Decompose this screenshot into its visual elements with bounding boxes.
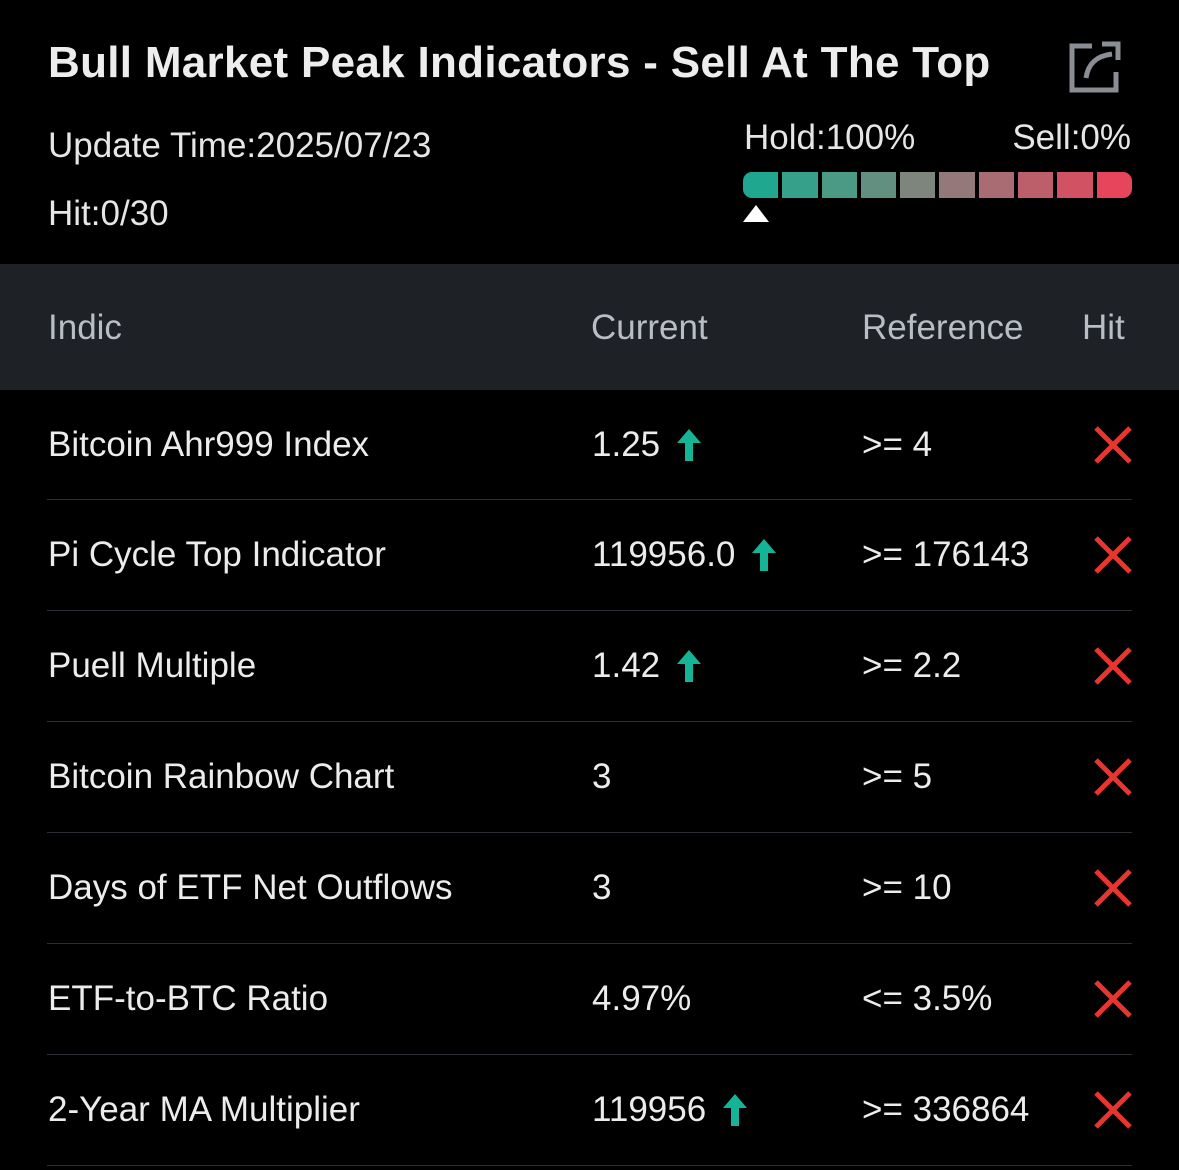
reference-value: >= 176143	[862, 535, 1030, 574]
indicator-name: Bitcoin Ahr999 Index	[48, 424, 370, 464]
sell-label: Sell:0%	[1012, 118, 1131, 157]
arrow-up-icon	[723, 1094, 748, 1126]
table-header-row: Indic Current Reference Hit	[0, 264, 1179, 390]
page-title: Bull Market Peak Indicators - Sell At Th…	[48, 38, 991, 87]
cross-icon	[1094, 536, 1132, 574]
gauge-segment	[743, 172, 779, 198]
table-row[interactable]: Days of ETF Net Outflows 3 >= 10	[47, 833, 1132, 944]
reference-value: >= 5	[862, 757, 933, 796]
indicator-name: 2-Year MA Multiplier	[48, 1090, 360, 1129]
current-value: 3	[592, 868, 612, 907]
hit-status-cell	[1093, 833, 1133, 943]
arrow-up-icon	[677, 428, 702, 461]
cross-icon	[1094, 980, 1132, 1018]
table-row[interactable]: Bitcoin Rainbow Chart 3 >= 5	[47, 722, 1132, 833]
reference-value: >= 4	[862, 424, 933, 464]
hold-sell-gauge	[743, 172, 1132, 198]
arrow-up-icon	[677, 650, 702, 682]
indicator-name: ETF-to-BTC Ratio	[48, 979, 329, 1018]
reference-value: >= 2.2	[862, 646, 962, 685]
hit-status-cell	[1093, 944, 1133, 1054]
table-row[interactable]: Puell Multiple 1.42 >= 2.2	[47, 611, 1132, 722]
gauge-segment	[1057, 172, 1093, 198]
gauge-segment	[821, 172, 857, 198]
page-header: Bull Market Peak Indicators - Sell At Th…	[0, 0, 1179, 264]
hold-label: Hold:100%	[744, 118, 916, 157]
gauge-marker-icon	[743, 205, 769, 222]
gauge-segment	[1096, 172, 1132, 198]
gauge-segment	[782, 172, 818, 198]
column-header-indicator: Indic	[48, 308, 122, 347]
current-value-cell: 119956.0	[592, 500, 777, 610]
current-value: 119956.0	[592, 535, 736, 574]
gauge-segment	[939, 172, 975, 198]
current-value: 119956	[592, 1090, 707, 1129]
table-row[interactable]: Pi Cycle Top Indicator 119956.0 >= 17614…	[47, 500, 1132, 611]
reference-value: >= 10	[862, 868, 952, 907]
indicator-name: Pi Cycle Top Indicator	[48, 535, 386, 574]
table-row[interactable]: Bitcoin Ahr999 Index 1.25 >= 4	[47, 390, 1132, 500]
hit-summary: Hit:0/30	[48, 194, 169, 233]
current-value: 1.42	[592, 646, 661, 685]
cross-icon	[1094, 758, 1132, 796]
current-value-cell: 1.25	[592, 390, 702, 499]
current-value-cell: 4.97%	[592, 944, 691, 1054]
current-value-cell: 3	[592, 833, 611, 943]
cross-icon	[1094, 425, 1132, 464]
gauge-segment	[978, 172, 1015, 198]
cross-icon	[1094, 647, 1132, 685]
cross-icon	[1094, 1091, 1132, 1129]
indicator-name: Days of ETF Net Outflows	[48, 868, 453, 907]
gauge-segment	[860, 172, 897, 198]
column-header-reference: Reference	[862, 308, 1024, 347]
hit-status-cell	[1093, 722, 1133, 832]
indicator-name: Puell Multiple	[48, 646, 257, 685]
current-value: 4.97%	[592, 979, 692, 1018]
current-value: 1.25	[592, 424, 661, 464]
indicator-list: Bitcoin Ahr999 Index 1.25 >= 4 Pi Cycle …	[0, 390, 1179, 1166]
current-value: 3	[592, 757, 612, 796]
current-value-cell: 3	[592, 722, 611, 832]
table-row[interactable]: 2-Year MA Multiplier 119956 >= 336864	[47, 1055, 1132, 1166]
current-value-cell: 119956	[592, 1055, 748, 1165]
hit-status-cell	[1093, 611, 1133, 721]
cross-icon	[1094, 869, 1132, 907]
gauge-segment	[1018, 172, 1054, 198]
column-header-current: Current	[591, 308, 708, 347]
update-time: Update Time:2025/07/23	[48, 126, 432, 165]
current-value-cell: 1.42	[592, 611, 702, 721]
hit-status-cell	[1093, 1055, 1133, 1165]
indicator-name: Bitcoin Rainbow Chart	[48, 757, 395, 796]
share-icon	[1069, 41, 1121, 93]
table-row[interactable]: ETF-to-BTC Ratio 4.97% <= 3.5%	[47, 944, 1132, 1055]
gauge-segment	[900, 172, 936, 198]
reference-value: >= 336864	[862, 1090, 1030, 1129]
column-header-hit: Hit	[1082, 308, 1125, 347]
hit-status-cell	[1093, 390, 1133, 499]
hit-status-cell	[1093, 500, 1133, 610]
share-button[interactable]	[1066, 38, 1124, 96]
arrow-up-icon	[752, 539, 777, 571]
reference-value: <= 3.5%	[862, 979, 993, 1018]
